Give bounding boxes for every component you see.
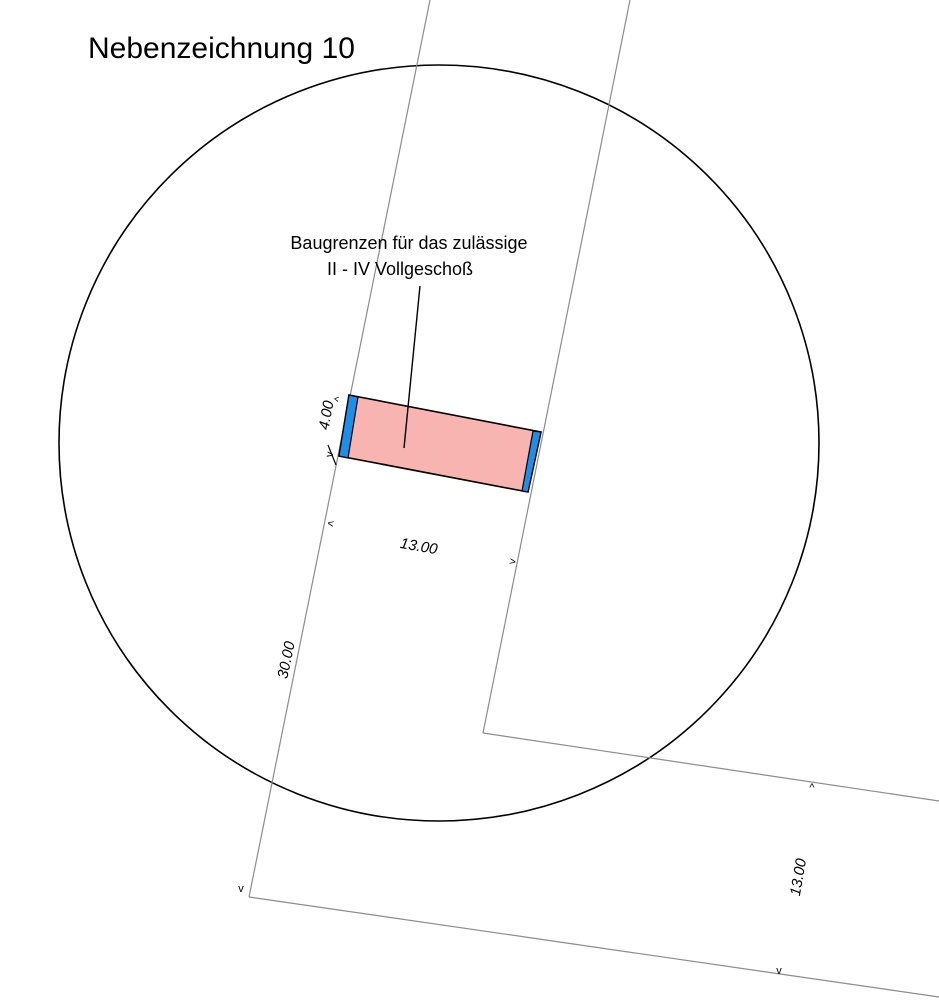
building-footprint xyxy=(338,394,542,493)
dimension-street-width: 13.00 xyxy=(787,857,810,898)
street-outer-edge xyxy=(248,896,939,998)
dimension-tick: v xyxy=(238,883,244,895)
label-line-1: Baugrenzen für das zulässige xyxy=(290,233,527,253)
dimension-tick: ^ xyxy=(809,782,815,794)
street-inner-corner-edge xyxy=(482,732,939,802)
dimension-tick: v xyxy=(324,450,337,458)
detail-circle xyxy=(58,64,820,822)
dimension-building-depth: 4.00 xyxy=(316,399,338,431)
label-leader-line xyxy=(403,285,421,449)
dimension-tick: > xyxy=(508,556,516,569)
dimension-tick: ^ xyxy=(333,395,346,403)
building-edge-marker-right xyxy=(521,430,542,493)
dimension-tick: < xyxy=(326,518,334,531)
dimension-tick: v xyxy=(776,965,782,977)
label-line-2: II - IV Vollgeschoß xyxy=(327,259,473,279)
drawing-title: Nebenzeichnung 10 xyxy=(88,32,355,65)
street-right-edge xyxy=(482,0,631,734)
building-edge-marker-left xyxy=(338,394,359,459)
dimension-tick-mark xyxy=(327,444,337,466)
dimension-building-width: 13.00 xyxy=(399,535,440,558)
dimension-street-length: 30.00 xyxy=(274,639,299,680)
